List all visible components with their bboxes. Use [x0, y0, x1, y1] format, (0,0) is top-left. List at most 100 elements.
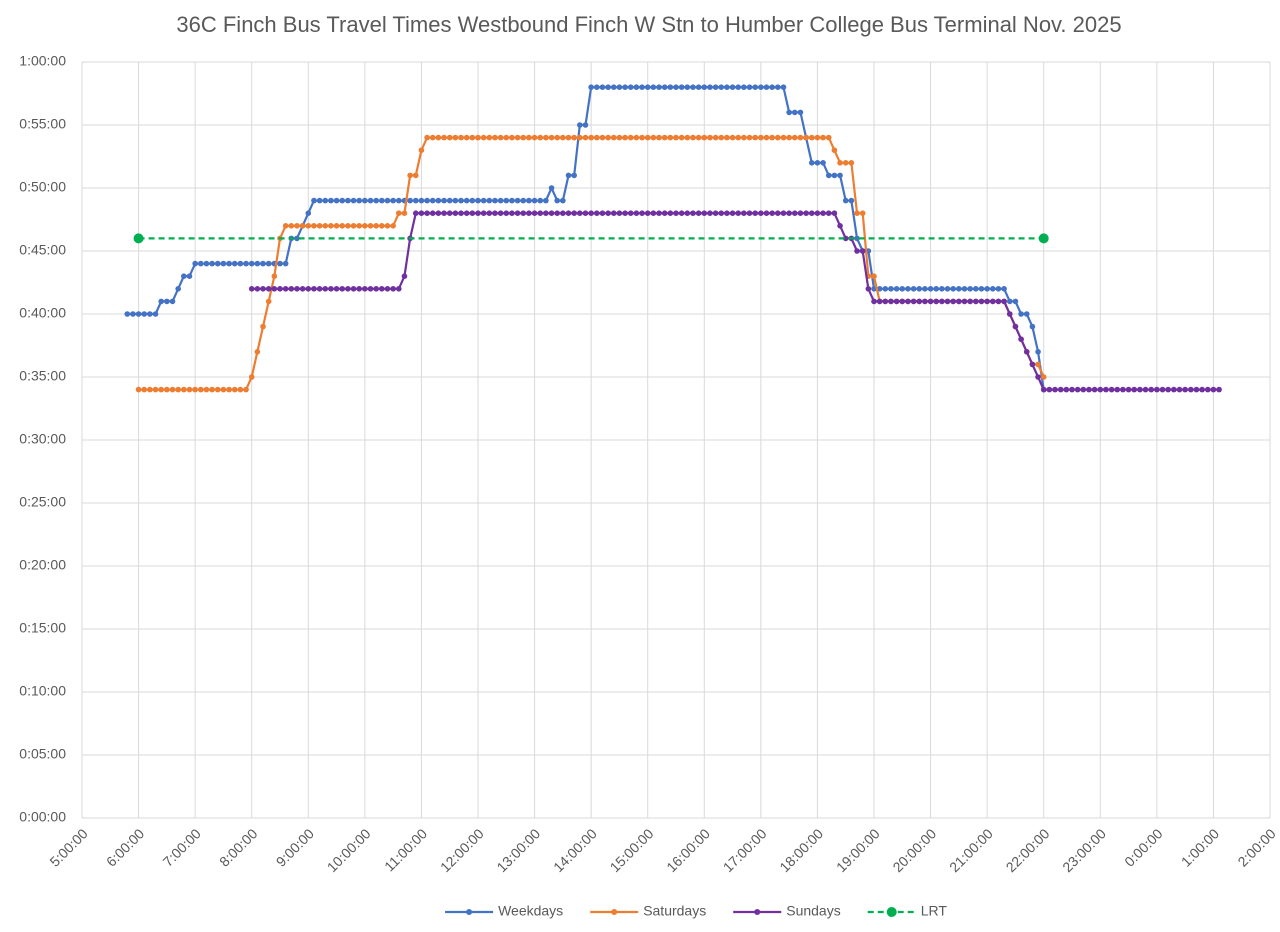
- data-point: [792, 134, 798, 141]
- data-point: [480, 197, 487, 204]
- x-tick-label: 9:00:00: [273, 825, 317, 869]
- data-point: [842, 197, 849, 204]
- legend-marker: [466, 909, 473, 915]
- data-point: [390, 197, 396, 204]
- data-point: [820, 134, 826, 141]
- data-point: [616, 134, 623, 141]
- data-point: [577, 122, 583, 128]
- data-point: [486, 210, 493, 216]
- data-point: [848, 160, 855, 166]
- data-point: [1210, 386, 1217, 393]
- data-point: [435, 197, 442, 204]
- data-point: [792, 109, 798, 116]
- data-point: [848, 197, 855, 204]
- data-point: [741, 134, 747, 141]
- data-point: [1006, 298, 1013, 305]
- data-point: [859, 248, 866, 254]
- data-point: [820, 160, 826, 166]
- data-point: [531, 197, 538, 204]
- data-point: [701, 134, 708, 141]
- data-point: [582, 134, 589, 141]
- data-point: [294, 286, 300, 292]
- data-point: [435, 210, 442, 216]
- data-point: [944, 298, 951, 305]
- data-point: [707, 210, 713, 216]
- data-point: [537, 134, 544, 141]
- data-point: [198, 386, 204, 393]
- data-point: [560, 197, 566, 204]
- data-point: [424, 134, 430, 141]
- data-point: [927, 286, 934, 292]
- data-point: [135, 386, 142, 393]
- data-point: [1012, 298, 1019, 305]
- data-point: [950, 298, 956, 305]
- data-point: [1069, 386, 1075, 393]
- data-point: [690, 134, 696, 141]
- data-point: [565, 134, 572, 141]
- data-point: [452, 197, 459, 204]
- data-point: [265, 260, 272, 267]
- data-point: [497, 210, 504, 216]
- data-point: [509, 197, 515, 204]
- data-point: [463, 210, 470, 216]
- data-point: [294, 235, 300, 242]
- data-point: [514, 210, 521, 216]
- data-point: [882, 298, 889, 305]
- data-point: [656, 134, 662, 141]
- data-point: [435, 134, 442, 141]
- data-point: [492, 210, 498, 216]
- data-point: [803, 210, 809, 216]
- data-point: [577, 210, 583, 216]
- data-point: [486, 134, 493, 141]
- y-tick-label: 0:00:00: [19, 809, 66, 825]
- data-point: [639, 134, 645, 141]
- data-point: [797, 210, 804, 216]
- data-point: [503, 134, 510, 141]
- data-point: [565, 172, 572, 179]
- data-point: [1035, 374, 1041, 380]
- data-point: [333, 197, 340, 204]
- data-point: [995, 298, 1002, 305]
- data-point: [594, 134, 600, 141]
- data-point: [995, 286, 1002, 292]
- data-point: [469, 134, 476, 141]
- data-point: [548, 134, 555, 141]
- data-point: [571, 210, 577, 216]
- data-point: [644, 210, 651, 216]
- data-point: [1063, 386, 1070, 393]
- data-point: [990, 286, 996, 292]
- data-point: [775, 134, 781, 141]
- x-tick-label: 2:00:00: [1234, 825, 1278, 869]
- data-point: [808, 134, 815, 141]
- data-point: [543, 197, 549, 204]
- y-tick-label: 0:25:00: [19, 494, 66, 510]
- data-point: [735, 210, 742, 216]
- data-point: [390, 286, 396, 292]
- x-tick-label: 6:00:00: [103, 825, 147, 869]
- data-point: [345, 223, 351, 229]
- data-point: [164, 298, 170, 305]
- data-point: [933, 286, 940, 292]
- data-point: [899, 298, 906, 305]
- data-point: [503, 210, 510, 216]
- data-point: [944, 286, 951, 292]
- data-point: [350, 197, 357, 204]
- data-point: [729, 134, 736, 141]
- x-tick-label: 20:00:00: [889, 825, 939, 875]
- data-point: [133, 233, 144, 244]
- data-point: [446, 134, 453, 141]
- data-point: [214, 386, 221, 393]
- data-point: [248, 374, 255, 380]
- data-point: [661, 84, 668, 90]
- data-point: [322, 197, 329, 204]
- data-point: [328, 197, 334, 204]
- data-point: [882, 286, 889, 292]
- data-point: [152, 311, 159, 317]
- data-point: [526, 134, 532, 141]
- data-point: [1131, 386, 1138, 393]
- data-point: [808, 160, 815, 166]
- data-point: [871, 298, 877, 305]
- data-point: [978, 286, 985, 292]
- data-point: [837, 160, 843, 166]
- data-point: [192, 260, 198, 267]
